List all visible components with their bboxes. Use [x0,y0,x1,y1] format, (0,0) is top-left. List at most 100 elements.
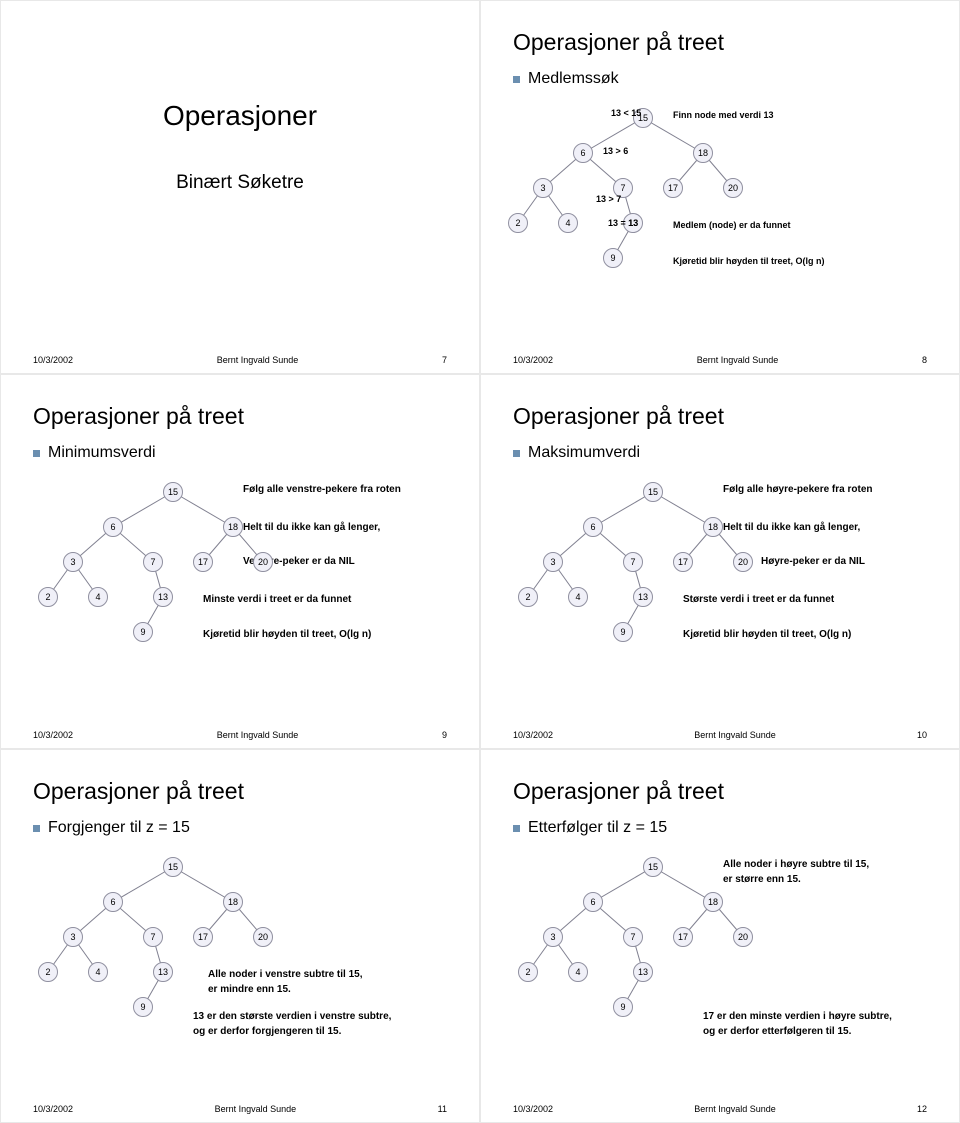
tree-node-13: 13 [153,962,173,982]
slide2-annot-a1: 13 > 6 [603,146,628,156]
footer-author: Bernt Ingvald Sunde [215,1104,297,1114]
slide4-l5: Kjøretid blir høyden til treet, O(lg n) [683,627,851,642]
footer-author: Bernt Ingvald Sunde [217,730,299,740]
tree-node-18: 18 [223,892,243,912]
slide2-tree: 1561837172024139Finn node med verdi 1313… [513,98,927,308]
page-grid: Operasjoner Binært Søketre 10/3/2002 Ber… [0,0,960,1123]
slide6-title: Operasjoner på treet [513,778,927,805]
tree-node-20: 20 [253,927,273,947]
slide6-l2: 17 er den minste verdien i høyre subtre,… [703,1009,892,1039]
footer-date: 10/3/2002 [33,1104,73,1114]
slide-5: Operasjoner på treet Forgjenger til z = … [0,749,480,1123]
slide4-l1: Følg alle høyre-pekere fra roten [723,482,873,497]
tree-node-18: 18 [693,143,713,163]
slide3-bullet: Minimumsverdi [48,444,156,462]
slide3-footer: 10/3/2002 Bernt Ingvald Sunde 9 [33,730,447,740]
tree-node-3: 3 [543,552,563,572]
tree-node-3: 3 [533,178,553,198]
tree-node-3: 3 [543,927,563,947]
tree-node-17: 17 [673,552,693,572]
slide2-annot-a2: 13 > 7 [596,194,621,204]
slide3-title: Operasjoner på treet [33,403,447,430]
footer-num: 9 [442,730,447,740]
slide2-title: Operasjoner på treet [513,29,927,56]
tree-node-13: 13 [633,962,653,982]
tree-node-17: 17 [673,927,693,947]
tree-node-17: 17 [663,178,683,198]
slide6-l1: Alle noder i høyre subtre til 15, er stø… [723,857,869,887]
tree-node-2: 2 [38,962,58,982]
bullet-icon [33,825,40,832]
slide4-l4: Største verdi i treet er da funnet [683,592,834,607]
footer-num: 7 [442,355,447,365]
tree-node-18: 18 [703,517,723,537]
tree-node-18: 18 [703,892,723,912]
slide5-tree: Alle noder i venstre subtre til 15, er m… [33,847,447,1057]
slide4-tree: Følg alle høyre-pekere fra roten Helt ti… [513,472,927,682]
tree-node-2: 2 [508,213,528,233]
tree-node-20: 20 [253,552,273,572]
slide1-center: Operasjoner Binært Søketre [33,29,447,274]
tree-node-6: 6 [573,143,593,163]
tree-edges [513,98,927,308]
slide6-bullet-row: Etterfølger til z = 15 [513,819,927,837]
slide4-l3: Høyre-peker er da NIL [761,554,865,569]
slide2-annot-a_found: Medlem (node) er da funnet [673,220,791,230]
slide3-bullet-row: Minimumsverdi [33,444,447,462]
slide2-bullet-row: Medlemssøk [513,70,927,88]
tree-node-4: 4 [568,962,588,982]
tree-node-13: 13 [633,587,653,607]
slide4-footer: 10/3/2002 Bernt Ingvald Sunde 10 [513,730,927,740]
slide2-annot-a_runtime: Kjøretid blir høyden til treet, O(lg n) [673,256,825,266]
slide1-subtitle: Binært Søketre [176,172,304,194]
tree-node-6: 6 [103,517,123,537]
slide4-title: Operasjoner på treet [513,403,927,430]
tree-node-9: 9 [133,997,153,1017]
tree-node-15: 15 [163,482,183,502]
bullet-icon [513,76,520,83]
slide6-footer: 10/3/2002 Bernt Ingvald Sunde 12 [513,1104,927,1114]
bullet-icon [513,825,520,832]
footer-author: Bernt Ingvald Sunde [217,355,299,365]
slide5-bullet-row: Forgjenger til z = 15 [33,819,447,837]
tree-node-9: 9 [613,622,633,642]
tree-node-7: 7 [143,927,163,947]
slide3-l1: Følg alle venstre-pekere fra roten [243,482,401,497]
footer-date: 10/3/2002 [513,1104,553,1114]
slide3-l2: Helt til du ikke kan gå lenger, [243,520,380,535]
footer-date: 10/3/2002 [513,730,553,740]
tree-node-18: 18 [223,517,243,537]
tree-node-20: 20 [733,552,753,572]
tree-node-9: 9 [603,248,623,268]
slide-4: Operasjoner på treet Maksimumverdi Følg … [480,374,960,748]
tree-edges [33,472,447,682]
footer-author: Bernt Ingvald Sunde [694,1104,776,1114]
tree-node-13: 13 [153,587,173,607]
footer-num: 10 [917,730,927,740]
tree-node-2: 2 [518,587,538,607]
tree-node-3: 3 [63,552,83,572]
tree-node-20: 20 [733,927,753,947]
slide-3: Operasjoner på treet Minimumsverdi Følg … [0,374,480,748]
tree-node-7: 7 [623,927,643,947]
slide6-tree: Alle noder i høyre subtre til 15, er stø… [513,847,927,1057]
tree-node-4: 4 [88,962,108,982]
slide2-annot-a_top: Finn node med verdi 13 [673,110,774,120]
slide1-footer: 10/3/2002 Bernt Ingvald Sunde 7 [33,355,447,365]
slide3-tree: Følg alle venstre-pekere fra roten Helt … [33,472,447,682]
tree-node-4: 4 [568,587,588,607]
tree-node-9: 9 [133,622,153,642]
slide4-bullet: Maksimumverdi [528,444,640,462]
slide5-l2: 13 er den største verdien i venstre subt… [193,1009,391,1039]
slide5-footer: 10/3/2002 Bernt Ingvald Sunde 11 [33,1104,447,1114]
slide2-annot-a0: 13 < 15 [611,108,641,118]
tree-node-17: 17 [193,927,213,947]
tree-node-7: 7 [623,552,643,572]
slide-6: Operasjoner på treet Etterfølger til z =… [480,749,960,1123]
footer-date: 10/3/2002 [33,730,73,740]
footer-date: 10/3/2002 [33,355,73,365]
footer-date: 10/3/2002 [513,355,553,365]
bullet-icon [513,450,520,457]
tree-node-2: 2 [518,962,538,982]
tree-node-6: 6 [583,517,603,537]
